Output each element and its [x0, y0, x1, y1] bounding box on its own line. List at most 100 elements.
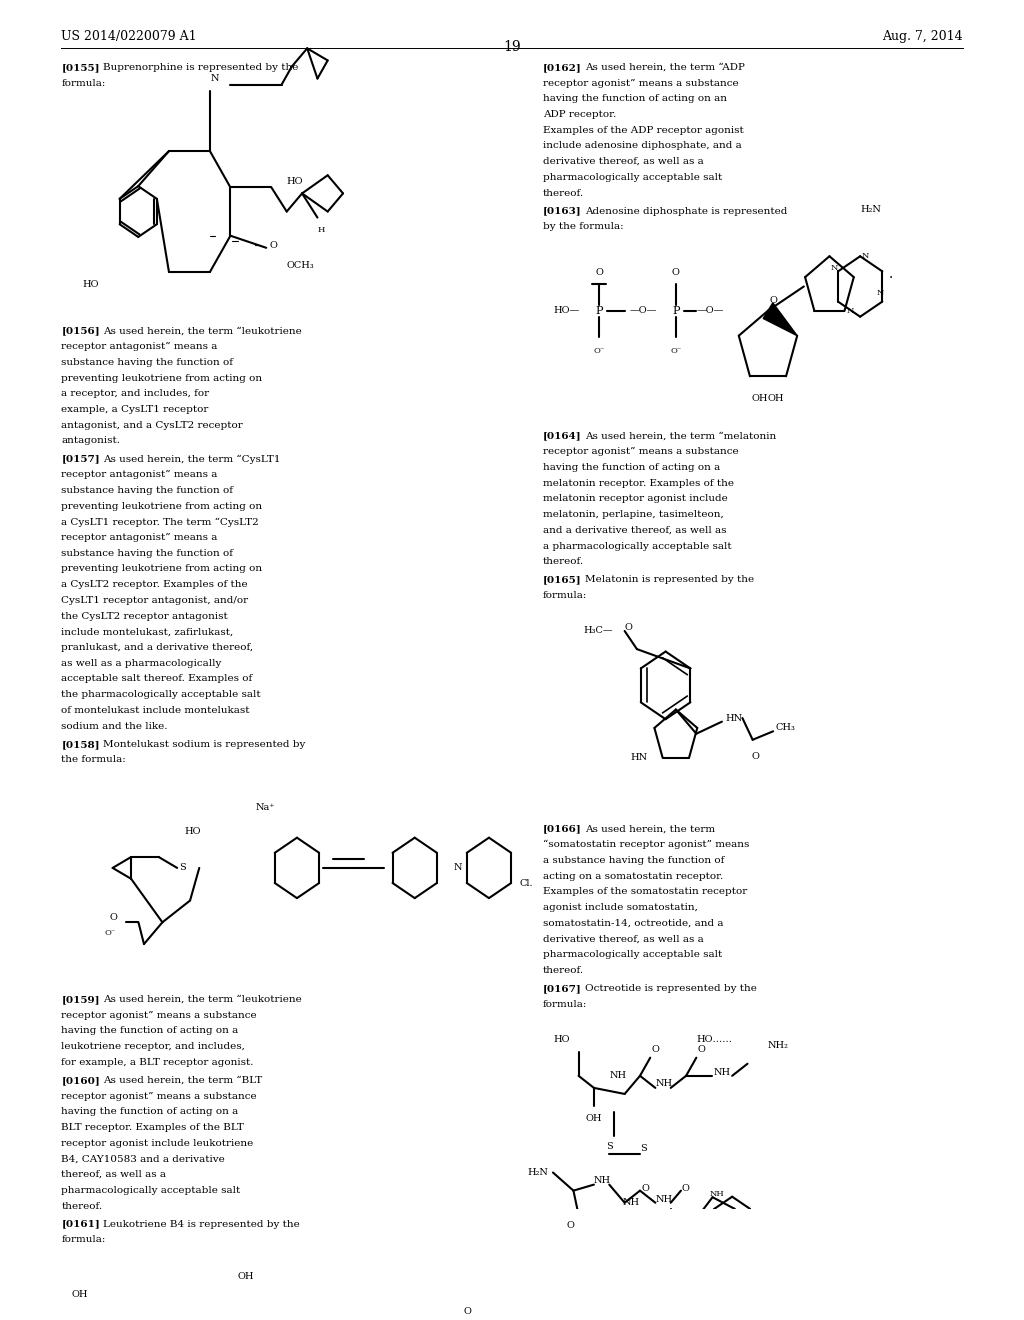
Text: pranlukast, and a derivative thereof,: pranlukast, and a derivative thereof, — [61, 643, 254, 652]
Text: receptor agonist include leukotriene: receptor agonist include leukotriene — [61, 1139, 254, 1147]
Text: O⁻: O⁻ — [594, 347, 604, 355]
Text: a substance having the function of: a substance having the function of — [543, 855, 724, 865]
Text: receptor agonist” means a substance: receptor agonist” means a substance — [61, 1011, 257, 1019]
Text: HO……: HO…… — [696, 1035, 732, 1044]
Text: derivative thereof, as well as a: derivative thereof, as well as a — [543, 935, 703, 944]
Polygon shape — [763, 302, 798, 335]
Text: HO: HO — [82, 280, 98, 289]
Text: [0167]: [0167] — [543, 983, 582, 993]
Text: leukotriene receptor, and includes,: leukotriene receptor, and includes, — [61, 1041, 246, 1051]
Text: HN: HN — [630, 754, 647, 762]
Text: H: H — [317, 226, 325, 234]
Text: the formula:: the formula: — [61, 755, 126, 764]
Text: antagonist, and a CysLT2 receptor: antagonist, and a CysLT2 receptor — [61, 421, 243, 429]
Text: O: O — [566, 1221, 574, 1230]
Text: OH: OH — [72, 1291, 88, 1299]
Text: Octreotide is represented by the: Octreotide is represented by the — [585, 983, 757, 993]
Text: O: O — [464, 1307, 472, 1316]
Text: formula:: formula: — [543, 591, 587, 601]
Text: Montelukast sodium is represented by: Montelukast sodium is represented by — [103, 739, 306, 748]
Text: [0160]: [0160] — [61, 1076, 100, 1085]
Text: As used herein, the term “leukotriene: As used herein, the term “leukotriene — [103, 995, 302, 1003]
Text: Leukotriene B4 is represented by the: Leukotriene B4 is represented by the — [103, 1220, 300, 1229]
Text: for example, a BLT receptor agonist.: for example, a BLT receptor agonist. — [61, 1057, 254, 1067]
Text: —O—: —O— — [630, 306, 657, 315]
Text: 19: 19 — [503, 40, 521, 54]
Text: —O—: —O— — [696, 306, 724, 315]
Text: O: O — [697, 1045, 706, 1055]
Text: US 2014/0220079 A1: US 2014/0220079 A1 — [61, 30, 197, 44]
Text: As used herein, the term “CysLT1: As used herein, the term “CysLT1 — [103, 454, 281, 463]
Text: OH: OH — [768, 395, 784, 404]
Text: by the formula:: by the formula: — [543, 222, 624, 231]
Text: having the function of acting on a: having the function of acting on a — [61, 1026, 239, 1035]
Text: OCH₃: OCH₃ — [287, 261, 314, 271]
Text: receptor antagonist” means a: receptor antagonist” means a — [61, 533, 218, 543]
Text: a CysLT2 receptor. Examples of the: a CysLT2 receptor. Examples of the — [61, 581, 248, 589]
Text: the CysLT2 receptor antagonist: the CysLT2 receptor antagonist — [61, 611, 228, 620]
Text: OH: OH — [238, 1272, 254, 1282]
Text: NH: NH — [655, 1195, 673, 1204]
Text: formula:: formula: — [61, 1236, 105, 1245]
Text: Examples of the somatostatin receptor: Examples of the somatostatin receptor — [543, 887, 746, 896]
Text: As used herein, the term “leukotriene: As used herein, the term “leukotriene — [103, 326, 302, 335]
Text: Melatonin is represented by the: Melatonin is represented by the — [585, 576, 754, 585]
Text: OH: OH — [752, 395, 768, 404]
Text: Examples of the ADP receptor agonist: Examples of the ADP receptor agonist — [543, 125, 743, 135]
Text: Cl.: Cl. — [520, 879, 534, 887]
Text: NH₂: NH₂ — [768, 1041, 788, 1051]
Text: having the function of acting on an: having the function of acting on an — [543, 94, 727, 103]
Text: pharmacologically acceptable salt: pharmacologically acceptable salt — [543, 173, 722, 182]
Text: O: O — [672, 268, 680, 277]
Text: CH₃: CH₃ — [775, 723, 795, 733]
Text: pharmacologically acceptable salt: pharmacologically acceptable salt — [543, 950, 722, 960]
Text: melatonin receptor. Examples of the: melatonin receptor. Examples of the — [543, 479, 734, 487]
Text: NH: NH — [623, 1199, 640, 1208]
Text: [0157]: [0157] — [61, 454, 100, 463]
Text: agonist include somatostatin,: agonist include somatostatin, — [543, 903, 697, 912]
Text: formula:: formula: — [543, 999, 587, 1008]
Text: NH: NH — [594, 1176, 611, 1185]
Text: N: N — [861, 252, 869, 260]
Text: .: . — [889, 268, 893, 281]
Text: [0165]: [0165] — [543, 576, 582, 585]
Text: [0161]: [0161] — [61, 1220, 100, 1229]
Text: receptor antagonist” means a: receptor antagonist” means a — [61, 470, 218, 479]
Text: having the function of acting on a: having the function of acting on a — [61, 1107, 239, 1117]
Text: N: N — [453, 863, 462, 873]
Text: N: N — [877, 289, 885, 297]
Text: HN: HN — [725, 714, 742, 722]
Text: Na⁺: Na⁺ — [256, 803, 275, 812]
Text: OH: OH — [586, 1114, 602, 1123]
Text: preventing leukotriene from acting on: preventing leukotriene from acting on — [61, 565, 262, 573]
Text: a pharmacologically acceptable salt: a pharmacologically acceptable salt — [543, 541, 731, 550]
Text: Aug. 7, 2014: Aug. 7, 2014 — [882, 30, 963, 44]
Text: O: O — [651, 1045, 659, 1055]
Text: O: O — [769, 297, 777, 305]
Text: NH: NH — [609, 1072, 627, 1080]
Text: S: S — [606, 1142, 612, 1151]
Text: [0162]: [0162] — [543, 63, 582, 71]
Text: acceptable salt thereof. Examples of: acceptable salt thereof. Examples of — [61, 675, 253, 684]
Text: P: P — [595, 306, 603, 315]
Text: P: P — [672, 306, 680, 315]
Text: example, a CysLT1 receptor: example, a CysLT1 receptor — [61, 405, 209, 414]
Text: O: O — [595, 268, 603, 277]
Text: O⁻: O⁻ — [671, 347, 681, 355]
Text: O: O — [682, 1184, 690, 1193]
Text: As used herein, the term “BLT: As used herein, the term “BLT — [103, 1076, 263, 1085]
Text: As used herein, the term “ADP: As used herein, the term “ADP — [585, 63, 744, 71]
Text: HO: HO — [184, 828, 201, 836]
Text: O: O — [625, 623, 633, 632]
Text: a receptor, and includes, for: a receptor, and includes, for — [61, 389, 210, 399]
Text: substance having the function of: substance having the function of — [61, 486, 233, 495]
Text: CysLT1 receptor antagonist, and/or: CysLT1 receptor antagonist, and/or — [61, 595, 249, 605]
Text: S: S — [179, 863, 185, 873]
Text: include montelukast, zafirlukast,: include montelukast, zafirlukast, — [61, 627, 233, 636]
Text: BLT receptor. Examples of the BLT: BLT receptor. Examples of the BLT — [61, 1123, 245, 1133]
Text: receptor antagonist” means a: receptor antagonist” means a — [61, 342, 218, 351]
Text: as well as a pharmacologically: as well as a pharmacologically — [61, 659, 222, 668]
Text: preventing leukotriene from acting on: preventing leukotriene from acting on — [61, 502, 262, 511]
Text: the pharmacologically acceptable salt: the pharmacologically acceptable salt — [61, 690, 261, 700]
Text: acting on a somatostatin receptor.: acting on a somatostatin receptor. — [543, 871, 723, 880]
